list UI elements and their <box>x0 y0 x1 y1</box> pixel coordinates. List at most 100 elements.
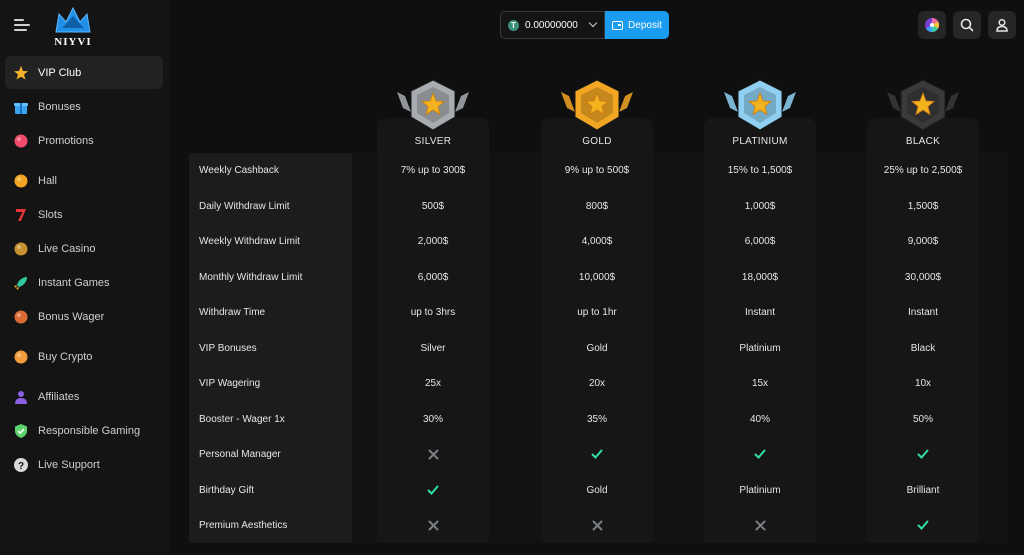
table-cell: 18,000$ <box>741 271 779 283</box>
sidebar-item-label: Buy Crypto <box>38 350 93 363</box>
star-icon <box>13 65 29 81</box>
cross-icon <box>704 508 816 544</box>
sidebar-item-label: Bonuses <box>38 100 81 113</box>
crown-icon <box>55 6 91 33</box>
sidebar-item-label: Instant Games <box>38 276 110 289</box>
table-cell: 6,000$ <box>744 236 776 247</box>
sidebar-item-label: Affiliates <box>38 390 80 403</box>
sidebar: NIYVI VIP Club Bonuses Promotions Hall Slots… <box>0 0 170 555</box>
sidebar-item-label: Responsible Gaming <box>38 424 141 437</box>
check-icon <box>867 437 979 473</box>
tier-badge-gold-icon <box>561 78 633 134</box>
sidebar-item-slots[interactable]: Slots <box>5 198 163 231</box>
table-row: Booster - Wager 1x 30% 35% 40% 50% <box>189 402 1007 438</box>
tier-badge-silver-icon <box>397 78 469 134</box>
table-row: Monthly Withdraw Limit 6,000$ 10,000$ 18,00… <box>189 260 1007 296</box>
sidebar-item-hall[interactable]: Hall <box>5 164 163 197</box>
row-label: Birthday Gift <box>199 484 255 496</box>
bag-icon <box>13 309 29 325</box>
table-row: VIP Bonuses Silver Gold Platinium Black <box>189 331 1007 367</box>
sidebar-item-live-support[interactable]: ? Live Support <box>5 448 163 481</box>
sidebar-item-vip-club[interactable]: VIP Club <box>5 56 163 89</box>
row-label: VIP Wagering <box>199 378 261 389</box>
vip-table-label-column <box>189 153 352 543</box>
tether-icon: T <box>508 19 519 31</box>
table-cell: Gold <box>586 342 608 354</box>
table-cell: 35% <box>586 413 607 425</box>
table-cell: 25% up to 2,500$ <box>883 165 963 176</box>
sidebar-item-label: Live Support <box>38 458 100 471</box>
table-cell: 15% to 1,500$ <box>727 165 793 176</box>
chevron-down-icon <box>588 18 598 28</box>
wallet-icon <box>612 20 624 30</box>
row-label: Weekly Cashback <box>199 165 279 176</box>
row-label: Personal Manager <box>199 449 281 460</box>
wheel-button[interactable] <box>918 11 946 39</box>
check-icon <box>704 437 816 473</box>
table-cell: 2,000$ <box>417 236 449 247</box>
cross-icon <box>541 508 653 544</box>
table-cell: up to 1hr <box>577 307 617 318</box>
row-label: VIP Bonuses <box>199 342 257 354</box>
help-icon: ? <box>13 457 29 473</box>
cross-icon <box>377 437 489 473</box>
row-label: Booster - Wager 1x <box>199 413 285 425</box>
wallet-selector[interactable]: T 0.00000000 <box>500 11 605 39</box>
logo-text: NIYVI <box>54 36 92 48</box>
tier-column-black <box>867 118 979 543</box>
table-row: Weekly Withdraw Limit 2,000$ 4,000$ 6,000$ 9… <box>189 224 1007 260</box>
table-cell: 20x <box>588 378 606 389</box>
sidebar-item-bonus-wager[interactable]: Bonus Wager <box>5 300 163 333</box>
sidebar-item-buy-crypto[interactable]: Buy Crypto <box>5 340 163 373</box>
seven-icon <box>13 207 29 223</box>
tier-column-gold <box>541 118 653 543</box>
tier-column-platinium <box>704 118 816 543</box>
candy-icon <box>13 133 29 149</box>
search-button[interactable] <box>953 11 981 39</box>
table-cell: Platinium <box>739 484 781 496</box>
tier-badge-platinium-icon <box>724 78 796 134</box>
row-label: Withdraw Time <box>199 307 266 318</box>
tier-name: BLACK <box>905 136 941 147</box>
row-label: Daily Withdraw Limit <box>199 200 290 212</box>
table-cell: 500$ <box>421 200 445 212</box>
menu-toggle-icon[interactable] <box>14 19 30 31</box>
table-cell: Silver <box>420 342 446 354</box>
check-icon <box>377 473 489 509</box>
sidebar-item-label: Promotions <box>38 134 94 147</box>
shield-check-icon <box>13 423 29 439</box>
sidebar-item-label: Hall <box>38 174 57 187</box>
table-cell: Gold <box>586 484 608 496</box>
balance-value: 0.00000000 <box>525 19 578 31</box>
sidebar-item-affiliates[interactable]: Affiliates <box>5 380 163 413</box>
tier-column-silver <box>377 118 489 543</box>
table-cell: 6,000$ <box>417 271 449 283</box>
sidebar-item-label: Live Casino <box>38 242 96 255</box>
row-label: Monthly Withdraw Limit <box>199 271 303 283</box>
table-cell: Brilliant <box>906 484 940 496</box>
svg-text:?: ? <box>18 461 24 472</box>
sidebar-item-bonuses[interactable]: Bonuses <box>5 90 163 123</box>
profile-button[interactable] <box>988 11 1016 39</box>
row-label: Premium Aesthetics <box>199 520 288 531</box>
check-icon <box>867 508 979 544</box>
sidebar-item-live-casino[interactable]: Live Casino <box>5 232 163 265</box>
sidebar-item-responsible-gaming[interactable]: Responsible Gaming <box>5 414 163 447</box>
table-cell: 7% up to 300$ <box>400 165 466 176</box>
search-icon <box>960 18 974 32</box>
cookie-icon <box>13 241 29 257</box>
check-icon <box>541 437 653 473</box>
sidebar-item-instant-games[interactable]: Instant Games <box>5 266 163 299</box>
table-cell: 9,000$ <box>907 236 939 247</box>
table-cell: 4,000$ <box>581 236 613 247</box>
logo[interactable]: NIYVI <box>48 6 98 48</box>
tier-name: GOLD <box>582 136 612 147</box>
table-cell: Instant <box>744 307 776 318</box>
sidebar-item-promotions[interactable]: Promotions <box>5 124 163 157</box>
tier-badge-black-icon <box>887 78 959 134</box>
sidebar-item-label: Slots <box>38 208 63 221</box>
deposit-button[interactable]: Deposit <box>605 11 669 39</box>
tier-name: PLATINIUM <box>732 136 788 147</box>
table-cell: 800$ <box>585 200 609 212</box>
table-cell: 10x <box>914 378 932 389</box>
